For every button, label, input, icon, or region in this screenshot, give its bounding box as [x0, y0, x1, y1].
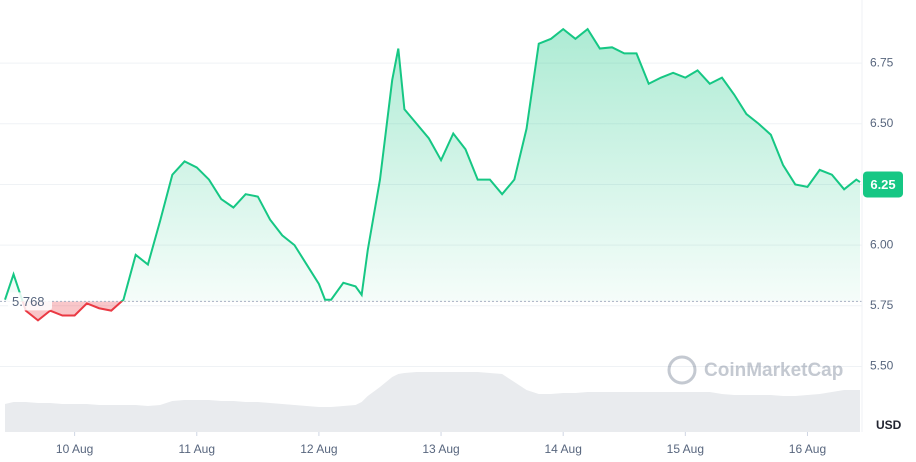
y-tick-label: 6.00	[870, 237, 894, 251]
watermark-text: CoinMarketCap	[704, 360, 843, 381]
baseline-label-bg	[8, 292, 52, 311]
x-tick-label: 13 Aug	[422, 442, 459, 456]
currency-label: USD	[876, 418, 902, 432]
x-tick-label: 10 Aug	[56, 442, 93, 456]
x-tick-label: 11 Aug	[179, 442, 215, 456]
y-tick-label: 6.50	[870, 116, 894, 130]
plot	[0, 27, 862, 432]
current-price-label: 6.25	[870, 177, 895, 192]
baseline-label: 5.768	[12, 294, 45, 309]
y-tick-label: 5.75	[870, 298, 894, 312]
watermark: CoinMarketCap	[667, 355, 843, 385]
current-price-marker	[863, 171, 903, 198]
x-tick-label: 15 Aug	[667, 442, 704, 456]
x-tick-label: 16 Aug	[789, 442, 826, 456]
y-tick-label: 5.50	[870, 359, 894, 373]
volume-area	[5, 372, 860, 432]
price-line	[4, 27, 861, 302]
x-tick-label: 12 Aug	[300, 442, 337, 456]
x-tick-label: 14 Aug	[545, 442, 582, 456]
y-tick-label: 6.75	[870, 55, 894, 69]
area-above	[5, 29, 860, 302]
